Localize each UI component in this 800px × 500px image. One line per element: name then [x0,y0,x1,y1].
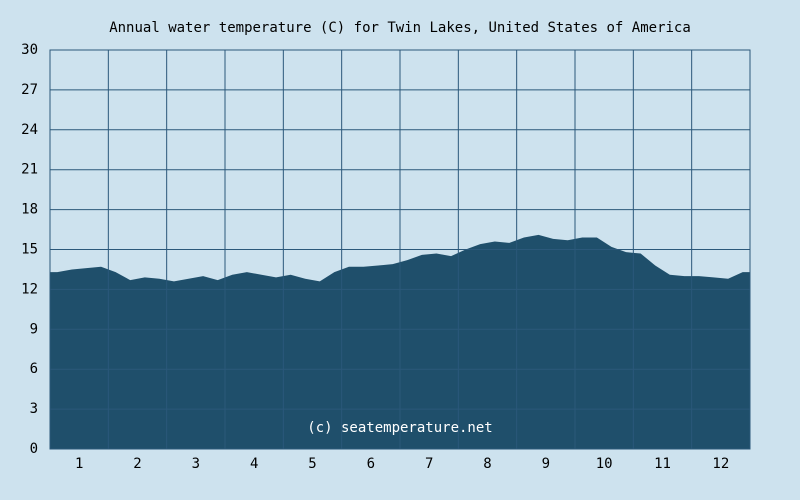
x-tick-label: 1 [75,456,83,472]
x-tick-label: 7 [425,456,433,472]
y-tick-label: 24 [21,122,38,138]
y-tick-label: 12 [21,281,38,297]
x-tick-label: 12 [712,456,729,472]
chart-title: Annual water temperature (C) for Twin La… [109,20,691,36]
y-tick-label: 27 [21,82,38,98]
x-tick-label: 2 [133,456,141,472]
plot-frame [49,49,751,450]
y-tick-label: 18 [21,202,38,218]
y-tick-label: 3 [30,401,38,417]
y-tick-label: 9 [30,321,38,337]
x-tick-label: 8 [483,456,491,472]
y-tick-label: 30 [21,42,38,58]
y-tick-label: 0 [30,441,38,457]
annotation: (c) seatemperature.net [307,420,492,436]
x-tick-label: 5 [308,456,316,472]
x-tick-label: 6 [367,456,375,472]
x-tick-label: 4 [250,456,258,472]
x-tick-label: 10 [596,456,613,472]
x-tick-label: 9 [542,456,550,472]
x-tick-label: 3 [192,456,200,472]
y-tick-label: 15 [21,242,38,258]
x-tick-label: 11 [654,456,671,472]
y-tick-label: 21 [21,162,38,178]
y-tick-label: 6 [30,361,38,377]
